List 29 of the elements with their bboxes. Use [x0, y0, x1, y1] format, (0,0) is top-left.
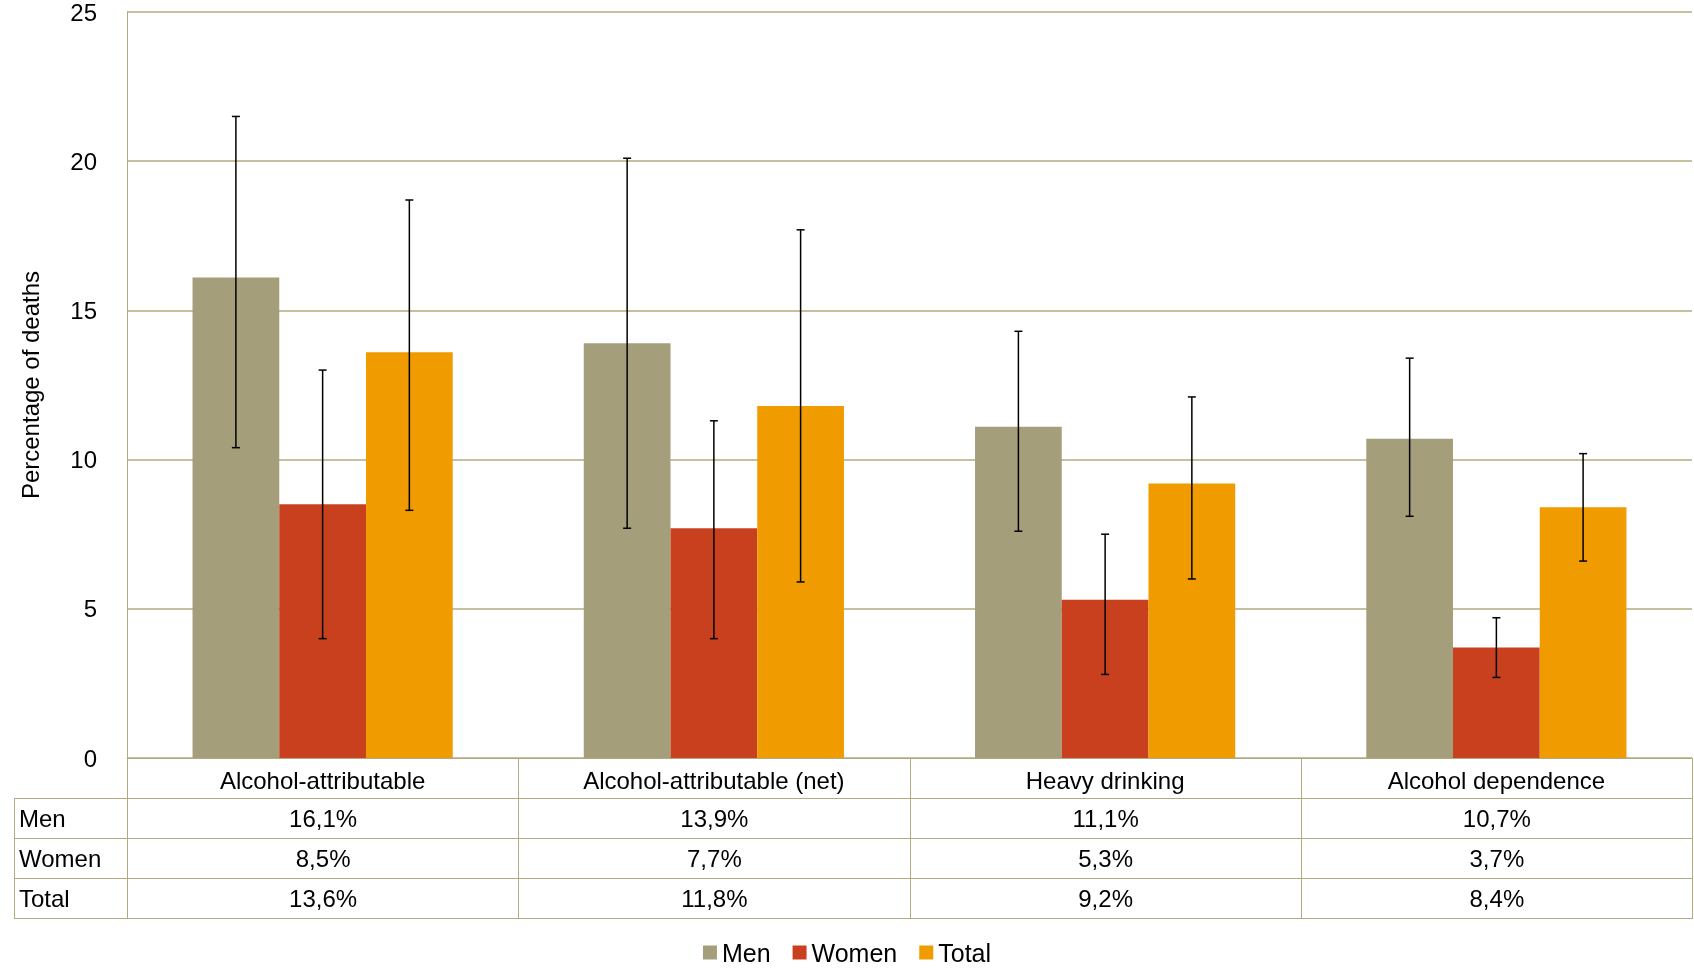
text: Men	[19, 804, 66, 832]
data-label: 7,7%	[518, 838, 910, 879]
text: Total	[19, 884, 70, 912]
x-tick-label: Alcohol dependence	[1387, 766, 1606, 794]
data-label: 8,5%	[127, 838, 519, 879]
data-label: 8,4%	[1301, 878, 1693, 919]
y-tick-label: 5	[83, 595, 97, 623]
data-label: 13,6%	[127, 878, 519, 919]
data-label: 5,3%	[910, 838, 1302, 879]
data-label: 13,9%	[518, 798, 910, 839]
text: Women	[19, 844, 102, 872]
y-tick-label: 10	[70, 446, 97, 474]
legend-label: Men	[721, 938, 771, 967]
data-label: 3,7%	[1301, 838, 1693, 879]
x-tick-label: Alcohol-attributable	[219, 766, 426, 794]
y-tick-label: 15	[70, 296, 97, 324]
data-label: 11,8%	[518, 878, 910, 919]
data-label: 11,1%	[910, 798, 1302, 839]
legend-label: Total	[938, 938, 992, 967]
y-tick-label: 25	[70, 0, 97, 26]
y-tick-label: 0	[83, 744, 97, 772]
y-axis-title: Percentage of deaths	[16, 270, 44, 500]
data-label: 9,2%	[910, 878, 1302, 919]
y-tick-label: 20	[70, 147, 97, 175]
data-label: 16,1%	[127, 798, 519, 839]
x-tick-label: Heavy drinking	[1025, 766, 1185, 794]
legend-label: Women	[811, 938, 898, 967]
x-tick-label: Alcohol-attributable (net)	[583, 766, 845, 794]
data-label: 10,7%	[1301, 798, 1693, 839]
